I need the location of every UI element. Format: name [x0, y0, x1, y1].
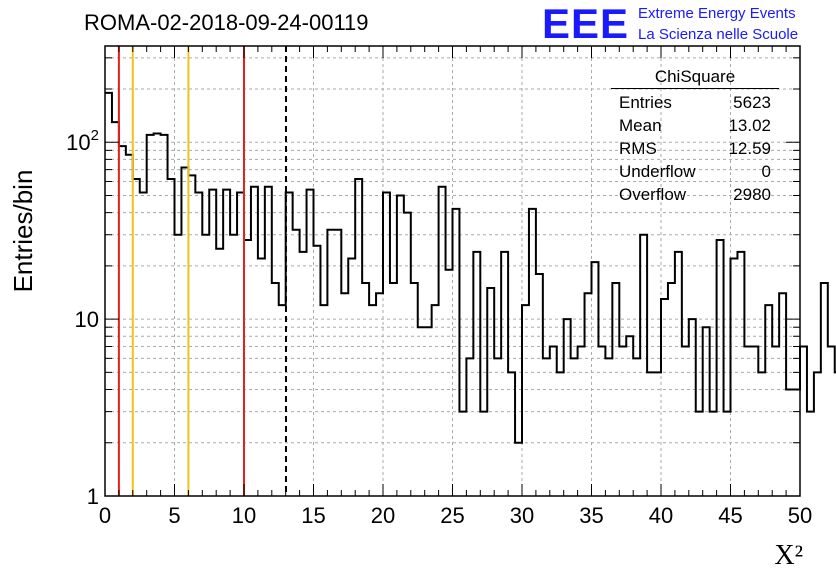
- histogram-line: [105, 91, 836, 444]
- stats-label: Underflow: [619, 162, 696, 181]
- x-tick-label: 40: [649, 503, 673, 528]
- stats-value: 2980: [733, 185, 771, 204]
- x-tick-label: 5: [168, 503, 180, 528]
- x-tick-label: 10: [232, 503, 256, 528]
- y-tick-exponent: 2: [91, 127, 99, 144]
- logo-line-2: La Scienza nelle Scuole: [638, 26, 799, 43]
- stats-title: ChiSquare: [611, 66, 779, 89]
- y-tick-label: 10: [75, 307, 99, 332]
- stats-value: 0: [761, 162, 771, 181]
- logo-line-1: Extreme Energy Events: [638, 5, 796, 22]
- x-tick-label: 20: [371, 503, 395, 528]
- stats-row-underflow: Underflow 0: [611, 160, 779, 183]
- stats-box: ChiSquare Entries 5623 Mean 13.02 RMS 12…: [611, 66, 779, 206]
- x-tick-label: 50: [788, 503, 812, 528]
- y-axis-title: Entries/bin: [8, 170, 38, 293]
- stats-label: RMS: [619, 139, 657, 158]
- stats-label: Entries: [619, 93, 672, 112]
- stats-label: Overflow: [619, 185, 687, 204]
- run-title: ROMA-02-2018-09-24-00119: [84, 10, 369, 35]
- x-axis-title: X²: [774, 540, 803, 571]
- x-tick-label: 25: [440, 503, 464, 528]
- x-tick-label: 45: [718, 503, 742, 528]
- eee-logo: EEE Extreme Energy Events La Scienza nel…: [542, 0, 832, 48]
- eee-logo-mark: EEE: [542, 0, 630, 47]
- stats-row-rms: RMS 12.59: [611, 137, 779, 160]
- stats-value: 13.02: [728, 116, 771, 135]
- stats-row-mean: Mean 13.02: [611, 114, 779, 137]
- x-tick-label: 15: [301, 503, 325, 528]
- x-tick-label: 0: [99, 503, 111, 528]
- y-tick-label: 1: [87, 484, 99, 509]
- stats-row-entries: Entries 5623: [611, 91, 779, 114]
- stats-row-overflow: Overflow 2980: [611, 183, 779, 206]
- stats-label: Mean: [619, 116, 662, 135]
- stats-value: 12.59: [728, 139, 771, 158]
- stats-value: 5623: [733, 93, 771, 112]
- x-tick-label: 30: [510, 503, 534, 528]
- x-tick-label: 35: [579, 503, 603, 528]
- y-tick-label: 102: [66, 127, 99, 155]
